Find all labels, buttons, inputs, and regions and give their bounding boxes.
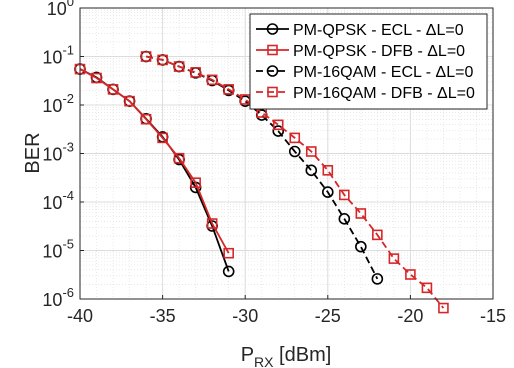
y-tick-label: 10-6 <box>42 285 74 310</box>
legend-marker <box>266 65 279 77</box>
data-point <box>157 132 168 144</box>
data-point <box>223 247 234 259</box>
legend-marker <box>266 23 279 35</box>
x-tick-label: -40 <box>67 306 93 326</box>
data-point <box>372 229 383 241</box>
legend-label: PM-16QAM - DFB - ΔL=0 <box>293 85 475 102</box>
data-point <box>321 186 334 198</box>
y-tick-label: 100 <box>47 0 74 19</box>
data-point <box>140 113 152 125</box>
data-point <box>222 265 235 278</box>
y-tick-label: 10-1 <box>42 43 74 68</box>
x-tick-label: -35 <box>150 306 176 326</box>
data-point <box>173 61 185 72</box>
legend-box <box>249 13 488 110</box>
x-tick-label: -20 <box>397 306 423 326</box>
data-point <box>272 119 284 131</box>
legend-label: PM-QPSK - ECL - ΔL=0 <box>293 22 464 39</box>
data-point <box>140 51 152 62</box>
data-point <box>206 74 218 86</box>
data-point <box>288 145 301 158</box>
data-point <box>421 282 433 294</box>
data-point <box>173 152 185 164</box>
y-tick-label: 10-4 <box>42 188 74 213</box>
y-axis-title: BER <box>22 132 44 173</box>
series-line <box>145 55 379 280</box>
x-tick-label: -30 <box>232 306 258 326</box>
data-point <box>91 72 102 84</box>
data-point <box>223 84 234 95</box>
data-point <box>107 84 119 95</box>
data-point <box>388 253 400 264</box>
legend-marker <box>267 44 278 56</box>
x-axis-ticks: -40 -35 -30 -25 -20 -15 <box>67 295 506 326</box>
y-tick-label: 10-5 <box>42 237 74 262</box>
x-tick-label: -25 <box>315 306 341 326</box>
data-point <box>305 164 318 177</box>
legend-label: PM-QPSK - DFB - ΔL=0 <box>293 43 465 60</box>
series-line <box>145 55 445 309</box>
data-point <box>157 54 168 66</box>
data-point <box>355 208 367 219</box>
x-tick-label: -15 <box>480 306 506 326</box>
data-point <box>124 95 135 107</box>
series-line <box>79 68 230 254</box>
data-point <box>438 302 449 314</box>
data-point <box>206 218 218 229</box>
series-4 <box>140 51 449 314</box>
y-tick-label: 10-3 <box>42 140 74 165</box>
y-axis-ticks: 100 10-1 10-2 10-3 10-4 10-5 10-6 <box>42 0 84 310</box>
x-axis-title: PRX [dBm] <box>241 344 332 368</box>
data-point <box>339 189 350 201</box>
data-point <box>322 165 334 176</box>
legend-label: PM-16QAM - ECL - ΔL=0 <box>293 64 473 81</box>
legend-marker <box>267 86 278 98</box>
data-point <box>371 273 384 285</box>
data-point <box>190 67 201 78</box>
legend: PM-QPSK - ECL - ΔL=0 PM-QPSK - DFB - ΔL=0… <box>249 13 488 110</box>
data-point <box>405 269 416 280</box>
data-point <box>338 213 351 225</box>
data-point <box>190 177 201 188</box>
data-point <box>305 146 317 157</box>
data-point <box>272 125 285 137</box>
y-tick-label: 10-2 <box>42 91 74 116</box>
data-point <box>289 132 301 144</box>
data-point <box>355 240 367 253</box>
